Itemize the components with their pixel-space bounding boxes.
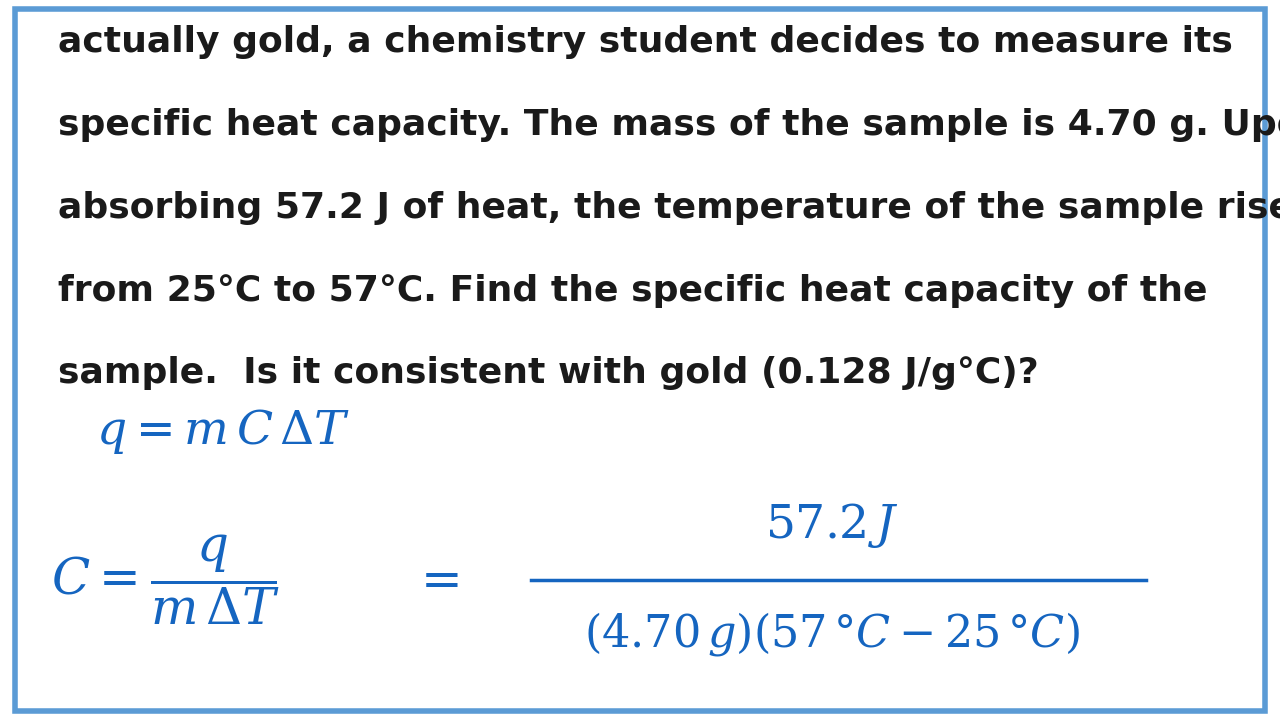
FancyBboxPatch shape — [15, 9, 1265, 711]
Text: $\mathit{q} = \mathit{m}\,\mathit{C}\,\Delta \mathit{T}$: $\mathit{q} = \mathit{m}\,\mathit{C}\,\D… — [96, 408, 351, 456]
Text: specific heat capacity. The mass of the sample is 4.70 g. Upon: specific heat capacity. The mass of the … — [58, 108, 1280, 142]
Text: $\mathit{C} = \dfrac{\mathit{q}}{\mathit{m}\,\Delta \mathit{T}}$: $\mathit{C} = \dfrac{\mathit{q}}{\mathit… — [51, 532, 280, 627]
Text: $=$: $=$ — [411, 556, 460, 603]
Text: $(4.70\,\mathit{g})(57\,°C - 25\,°C)$: $(4.70\,\mathit{g})(57\,°C - 25\,°C)$ — [584, 610, 1080, 657]
Text: absorbing 57.2 J of heat, the temperature of the sample rises: absorbing 57.2 J of heat, the temperatur… — [58, 191, 1280, 225]
Text: $57.2\,\mathit{J}$: $57.2\,\mathit{J}$ — [765, 501, 899, 550]
Text: actually gold, a chemistry student decides to measure its: actually gold, a chemistry student decid… — [58, 25, 1233, 59]
Text: from 25°C to 57°C. Find the specific heat capacity of the: from 25°C to 57°C. Find the specific hea… — [58, 274, 1207, 307]
Text: sample.  Is it consistent with gold (0.128 J/g°C)?: sample. Is it consistent with gold (0.12… — [58, 356, 1038, 390]
